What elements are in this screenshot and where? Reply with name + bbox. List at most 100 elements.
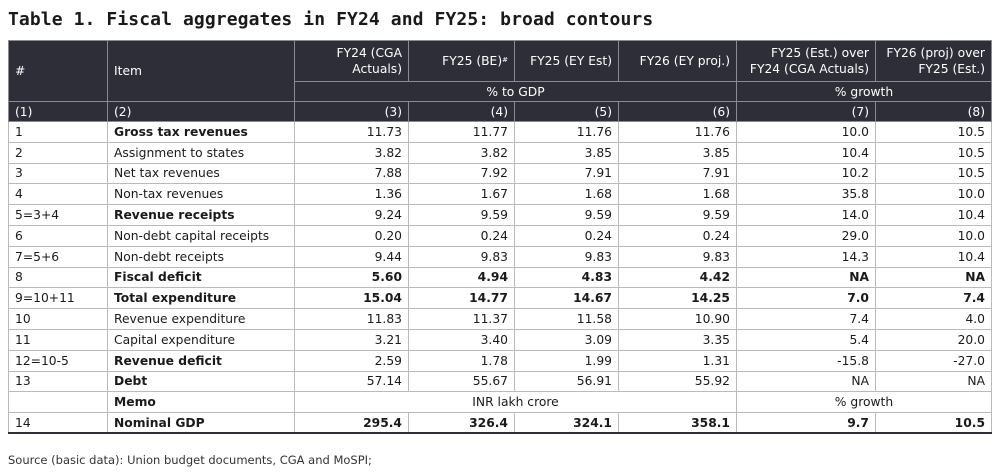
row-value: 9.83 (408, 245, 515, 268)
row-value: 11.73 (294, 121, 409, 143)
row-value: NA (736, 370, 876, 393)
memo-number-cell (8, 391, 108, 414)
row-value: 0.24 (514, 224, 619, 247)
row-value: 7.4 (736, 308, 876, 330)
row-value: 2.59 (294, 349, 409, 372)
row-value: 11.77 (408, 121, 515, 143)
table-title: Table 1. Fiscal aggregates in FY24 and F… (8, 9, 654, 30)
row-item: Fiscal deficit (107, 266, 295, 289)
row-value: 3.85 (514, 141, 619, 164)
row-value: 3.40 (408, 328, 515, 351)
row-value: 10.0 (875, 224, 992, 247)
row-value: 9.7 (736, 412, 876, 435)
row-number: 3 (8, 162, 108, 185)
row-number: 9=10+11 (8, 287, 108, 310)
row-number: 7=5+6 (8, 245, 108, 268)
table-row: 3 Net tax revenues 7.88 7.92 7.91 7.91 1… (8, 162, 992, 185)
row-value: 7.88 (294, 162, 409, 185)
row-number: 14 (8, 412, 108, 435)
row-value: 9.59 (618, 204, 737, 226)
fiscal-aggregates-table: # Item FY24 (CGA Actuals) FY25 (BE)# FY2… (8, 40, 992, 435)
row-value: 10.0 (736, 121, 876, 143)
row-value: 1.31 (618, 349, 737, 372)
header-index-8: (8) (875, 101, 992, 122)
row-value: NA (736, 266, 876, 289)
row-value: 4.0 (875, 308, 992, 330)
header-index-4: (4) (408, 101, 515, 122)
row-item: Revenue receipts (107, 204, 295, 226)
row-value: 11.76 (618, 121, 737, 143)
memo-unit-right: % growth (736, 391, 992, 414)
row-value: 10.5 (875, 121, 992, 143)
row-value: 11.83 (294, 308, 409, 330)
table-row: 10 Revenue expenditure 11.83 11.37 11.58… (8, 308, 992, 330)
header-index-5: (5) (514, 101, 619, 122)
row-value: 5.4 (736, 328, 876, 351)
row-value: 326.4 (408, 412, 515, 435)
row-item: Non-tax revenues (107, 183, 295, 206)
row-value: 4.94 (408, 266, 515, 289)
memo-unit-left: INR lakh crore (294, 391, 737, 414)
row-value: -15.8 (736, 349, 876, 372)
row-value: 55.67 (408, 370, 515, 393)
table-row: 11 Capital expenditure 3.21 3.40 3.09 3.… (8, 328, 992, 351)
row-value: NA (875, 266, 992, 289)
table-row: 7=5+6 Non-debt receipts 9.44 9.83 9.83 9… (8, 245, 992, 268)
table-row: 2 Assignment to states 3.82 3.82 3.85 3.… (8, 141, 992, 164)
row-value: 10.4 (875, 204, 992, 226)
row-value: 3.82 (408, 141, 515, 164)
row-value: 55.92 (618, 370, 737, 393)
row-number: 10 (8, 308, 108, 330)
row-item: Non-debt receipts (107, 245, 295, 268)
table-row: 13 Debt 57.14 55.67 56.91 55.92 NA NA (8, 370, 992, 393)
table-row: 6 Non-debt capital receipts 0.20 0.24 0.… (8, 224, 992, 247)
row-value: 1.36 (294, 183, 409, 206)
row-value: 7.0 (736, 287, 876, 310)
row-value: 1.68 (514, 183, 619, 206)
row-value: 7.91 (514, 162, 619, 185)
row-number: 1 (8, 121, 108, 143)
header-col5: FY25 (EY Est) (514, 40, 619, 82)
header-index-2: (2) (107, 101, 295, 122)
row-value: 1.68 (618, 183, 737, 206)
table-row: 5=3+4 Revenue receipts 9.24 9.59 9.59 9.… (8, 204, 992, 226)
row-value: 10.2 (736, 162, 876, 185)
row-value: 14.3 (736, 245, 876, 268)
row-value: 7.92 (408, 162, 515, 185)
row-value: 4.42 (618, 266, 737, 289)
row-value: 3.85 (618, 141, 737, 164)
row-number: 13 (8, 370, 108, 393)
row-value: 358.1 (618, 412, 737, 435)
header-col7: FY25 (Est.) over FY24 (CGA Actuals) (736, 40, 876, 82)
header-col8: FY26 (proj) over FY25 (Est.) (875, 40, 992, 82)
row-value: 11.76 (514, 121, 619, 143)
row-value: 10.4 (875, 245, 992, 268)
row-value: 295.4 (294, 412, 409, 435)
header-col4: FY25 (BE)# (408, 40, 515, 82)
row-value: 14.0 (736, 204, 876, 226)
row-value: 9.24 (294, 204, 409, 226)
row-item: Total expenditure (107, 287, 295, 310)
row-value: 20.0 (875, 328, 992, 351)
source-note: Source (basic data): Union budget docume… (8, 453, 372, 467)
row-value: 10.5 (875, 162, 992, 185)
header-unit-growth: % growth (736, 81, 992, 102)
header-index-6: (6) (618, 101, 737, 122)
row-value: 56.91 (514, 370, 619, 393)
row-number: 8 (8, 266, 108, 289)
row-value: 5.60 (294, 266, 409, 289)
row-item: Capital expenditure (107, 328, 295, 351)
row-item: Revenue expenditure (107, 308, 295, 330)
row-value: 7.4 (875, 287, 992, 310)
row-value: 35.8 (736, 183, 876, 206)
row-value: 10.4 (736, 141, 876, 164)
memo-label: Memo (107, 391, 295, 414)
row-value: 11.37 (408, 308, 515, 330)
row-value: 11.58 (514, 308, 619, 330)
table-row: 9=10+11 Total expenditure 15.04 14.77 14… (8, 287, 992, 310)
row-value: 0.24 (618, 224, 737, 247)
row-value: 1.78 (408, 349, 515, 372)
row-value: -27.0 (875, 349, 992, 372)
row-value: 324.1 (514, 412, 619, 435)
row-value: 57.14 (294, 370, 409, 393)
